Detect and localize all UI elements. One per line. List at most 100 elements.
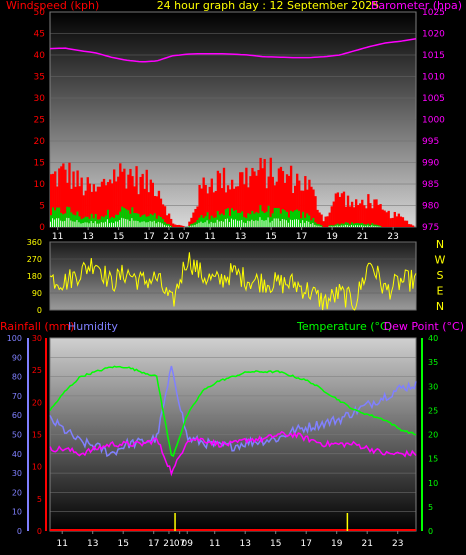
wind-gust-bar <box>74 186 77 227</box>
wind-lull-bar <box>261 219 263 227</box>
wind-lull-bar <box>214 222 216 227</box>
wind-average-bar <box>294 210 297 227</box>
wind-lull-bar <box>316 225 318 227</box>
wind-lull-bar <box>342 225 344 227</box>
wind-lull-bar <box>340 225 342 227</box>
wind-average-bar <box>70 212 73 227</box>
wind-gust-bar <box>363 205 366 227</box>
wind-gust-bar <box>78 186 81 227</box>
wind-average-bar <box>304 217 307 227</box>
wind-gust-bar <box>133 186 136 227</box>
x-tick-label: 13 <box>235 232 246 242</box>
wind-gust-bar <box>340 193 344 227</box>
wind-average-bar <box>90 213 93 227</box>
wind-average-bar <box>277 208 281 227</box>
wind-lull-bar <box>289 219 291 227</box>
wind-gust-bar <box>371 208 374 227</box>
wind-average-bar <box>198 217 201 227</box>
rainfall-label: Rainfall (mm) <box>0 320 74 333</box>
wind-lull-bar <box>94 221 96 227</box>
wind-average-bar <box>155 218 159 227</box>
wind-average-bar <box>359 223 362 227</box>
humidity-y-tick: 0 <box>17 527 22 536</box>
wind-gust-bar <box>344 206 348 227</box>
wind-lull-bar <box>52 218 54 227</box>
wind-gust-bar <box>365 208 368 227</box>
wind-gust-bar <box>169 218 173 227</box>
wind-lull-bar <box>204 222 206 227</box>
wind-average-bar <box>60 212 63 227</box>
wind-average-bar <box>141 215 144 227</box>
wind-lull-bar <box>143 221 145 227</box>
wind-y-tick: 25 <box>34 116 45 126</box>
wind-average-bar <box>202 217 205 227</box>
wind-lull-bar <box>62 221 64 227</box>
wind-lull-bar <box>102 222 104 227</box>
wind-average-bar <box>283 210 287 227</box>
wind-gust-bar <box>306 189 309 227</box>
wind-average-bar <box>377 225 380 227</box>
wind-gust-bar <box>66 182 69 227</box>
wind-gust-bar <box>182 225 185 227</box>
x-tick-label: 21 <box>357 232 368 242</box>
compass-label: N <box>436 238 444 251</box>
wind-gust-bar <box>50 174 53 227</box>
wind-average-bar <box>338 224 342 227</box>
wind-lull-bar <box>267 217 269 227</box>
wind-gust-bar <box>259 157 262 227</box>
wind-lull-bar <box>147 222 149 227</box>
wind-gust-bar <box>369 203 372 227</box>
wind-gust-bar <box>249 176 252 227</box>
wind-lull-bar <box>359 225 361 227</box>
wind-average-bar <box>306 213 309 227</box>
wind-average-bar <box>249 214 252 227</box>
wind-gust-bar <box>222 167 226 227</box>
wind-lull-bar <box>117 221 119 227</box>
wind-gust-bar <box>294 185 297 227</box>
wind-lull-bar <box>298 219 300 227</box>
wind-gust-bar <box>269 157 272 227</box>
wind-average-bar <box>298 210 301 227</box>
wind-gust-bar <box>324 216 327 227</box>
wind-average-bar <box>196 220 199 227</box>
wind-average-bar <box>210 215 213 227</box>
wind-average-bar <box>58 207 61 227</box>
x-tick-label: 13 <box>239 539 250 549</box>
wind-average-bar <box>108 218 112 227</box>
wind-gust-bar <box>149 179 152 227</box>
wind-lull-bar <box>220 220 222 227</box>
wind-lull-bar <box>167 225 169 227</box>
wind-average-bar <box>340 223 344 227</box>
wind-lull-bar <box>314 224 316 227</box>
wind-lull-bar <box>300 223 302 227</box>
wind-gust-bar <box>302 190 305 227</box>
wind-gust-bar <box>279 166 283 227</box>
wind-average-bar <box>332 225 335 227</box>
wind-average-bar <box>98 219 102 227</box>
wind-gust-bar <box>137 194 140 227</box>
wind-gust-bar <box>111 183 114 227</box>
wind-gust-bar <box>399 216 403 227</box>
wind-gust-bar <box>289 165 293 227</box>
wind-gust-bar <box>202 177 205 227</box>
wind-gust-bar <box>285 174 289 227</box>
wind-gust-bar <box>328 212 331 227</box>
wind-gust-bar <box>318 212 321 227</box>
wind-average-bar <box>235 209 238 227</box>
wind-gust-bar <box>190 217 193 227</box>
direction-y-tick: 90 <box>32 289 42 298</box>
wind-lull-bar <box>287 222 289 227</box>
wind-lull-bar <box>247 220 249 227</box>
wind-gust-bar <box>320 214 323 227</box>
wind-gust-bar <box>52 173 55 227</box>
x-tick-label: 15 <box>113 232 124 242</box>
wind-lull-bar <box>334 225 336 227</box>
wind-gust-bar <box>196 206 199 227</box>
wind-average-bar <box>169 225 173 227</box>
wind-gust-bar <box>263 159 266 227</box>
wind-average-bar <box>379 225 382 227</box>
wind-average-bar <box>312 217 315 227</box>
wind-lull-bar <box>155 223 157 227</box>
wind-average-bar <box>348 224 352 227</box>
wind-average-bar <box>214 217 218 227</box>
